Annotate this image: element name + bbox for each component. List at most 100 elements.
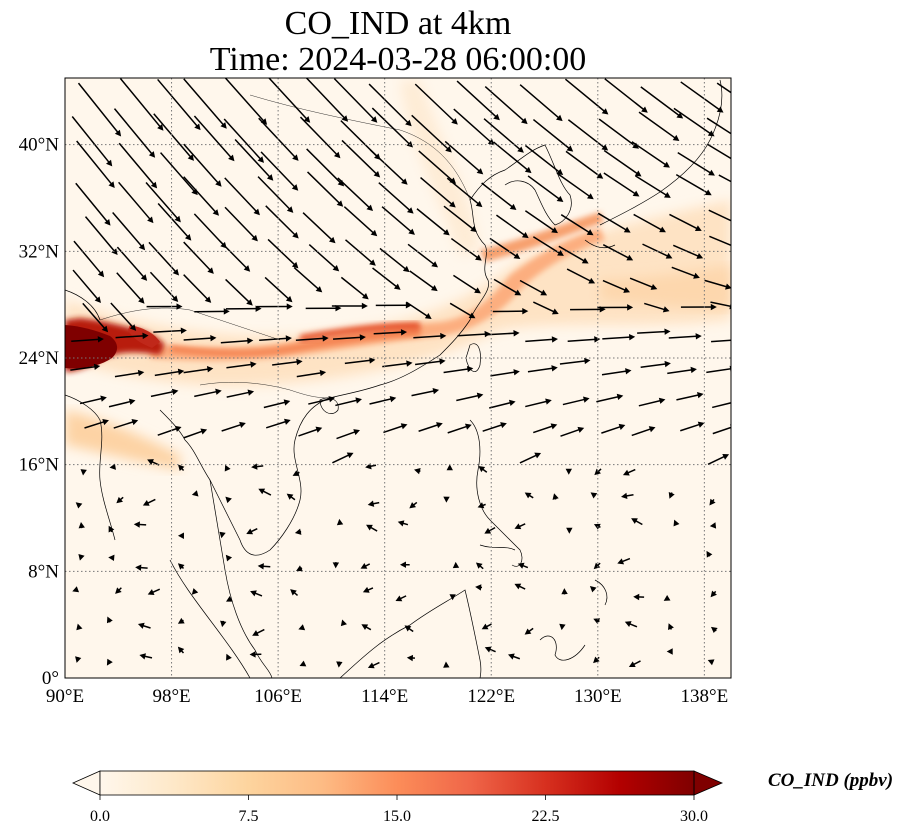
wind-arrow-head <box>367 500 375 507</box>
wind-arrow-shaft <box>716 82 731 94</box>
wind-arrow-head <box>285 335 292 342</box>
wind-arrow-shaft <box>157 203 190 239</box>
wind-arrow-head <box>709 498 716 506</box>
wind-arrow-shaft <box>150 390 176 398</box>
wind-arrow-head <box>393 283 401 290</box>
latitude-axis: 0° 8°N 16°N 24°N 32°N 40°N <box>19 135 60 689</box>
wind-arrow-head <box>517 562 525 569</box>
wind-arrow-shaft <box>631 141 668 167</box>
wind-arrow-shaft <box>598 118 637 148</box>
wind-arrow-head <box>709 522 717 529</box>
wind-arrow-shaft <box>566 268 593 283</box>
wind-arrow-head <box>225 595 233 602</box>
wind-arrow-shaft <box>183 176 218 214</box>
wind-arrow-shaft <box>443 205 475 231</box>
wind-arrow-shaft <box>157 427 179 436</box>
wind-arrow-head <box>400 329 408 336</box>
wind-arrow-head <box>739 161 746 167</box>
wind-arrow-shaft <box>337 177 371 210</box>
wind-arrow-head <box>291 184 299 191</box>
wind-arrow-shaft <box>638 399 663 407</box>
wind-arrow-head <box>583 396 590 403</box>
wind-arrow-shaft <box>193 115 233 160</box>
wind-arrow-head <box>588 277 596 284</box>
wind-arrow-shaft <box>225 278 251 304</box>
wind-arrow-head <box>628 333 636 341</box>
wind-arrow-head <box>584 357 591 365</box>
wind-arrow-shaft <box>183 241 212 272</box>
gridlines <box>65 78 731 678</box>
wind-arrow-head <box>246 299 253 306</box>
colorbar-gradient <box>100 771 694 795</box>
wind-arrow-head <box>540 289 548 296</box>
wind-arrow-head <box>138 297 145 304</box>
wind-arrow-shaft <box>224 78 266 123</box>
wind-arrow-shaft <box>112 211 144 248</box>
wind-arrow-head <box>693 272 700 279</box>
wind-arrow-head <box>710 590 717 598</box>
wind-arrow-head <box>220 241 227 249</box>
wind-arrow-shaft <box>532 118 571 150</box>
wind-arrow-head <box>206 366 214 373</box>
wind-arrow-head <box>72 586 80 593</box>
wind-arrow-shaft <box>157 78 199 128</box>
wind-arrow-shaft <box>489 237 518 258</box>
wind-arrow-shaft <box>116 246 146 279</box>
wind-arrow-shaft <box>307 171 342 205</box>
wind-arrow-head <box>75 502 83 509</box>
wind-arrow-head <box>131 419 139 426</box>
wind-arrow-shaft <box>519 453 539 464</box>
wind-arrow-shaft <box>114 371 141 378</box>
wind-arrow-shaft <box>343 206 376 235</box>
wind-arrow-shaft <box>293 267 321 291</box>
wind-arrow-shaft <box>299 116 339 157</box>
wind-arrow-shaft <box>295 337 326 342</box>
wind-arrow-shaft <box>637 330 668 334</box>
wind-arrow-head <box>414 468 421 475</box>
wind-arrow-shaft <box>456 80 498 119</box>
wind-arrow-head <box>625 368 632 375</box>
wind-arrow-shaft <box>418 423 440 432</box>
wind-arrow-head <box>140 274 148 281</box>
wind-arrow-shaft <box>71 116 111 165</box>
wind-arrow-head <box>249 651 256 658</box>
wind-arrow-head <box>100 395 107 402</box>
wind-arrow-head <box>148 151 156 158</box>
colorbar-under-extend <box>72 770 101 796</box>
wind-arrow-shaft <box>332 453 351 464</box>
map-area <box>65 78 746 678</box>
wind-arrow-shaft <box>560 428 582 437</box>
wind-arrow-head <box>225 554 233 562</box>
wind-arrow-head <box>223 308 230 315</box>
wind-arrow-shaft <box>709 235 731 247</box>
wind-arrow-shaft <box>145 182 180 221</box>
wind-arrow-head <box>493 113 500 121</box>
wind-arrow-head <box>478 465 486 473</box>
wind-arrow-shaft <box>371 107 411 146</box>
wind-arrow-head <box>626 254 634 261</box>
wind-arrow-shaft <box>118 181 152 221</box>
wind-arrow-head <box>577 426 585 433</box>
wind-arrow-head <box>430 284 438 292</box>
wind-arrow-head <box>215 180 222 187</box>
wind-arrow-shaft <box>84 216 116 253</box>
wind-arrow-shaft <box>268 78 309 121</box>
wind-arrow-head <box>191 188 198 196</box>
wind-arrow-head <box>551 227 558 234</box>
wind-arrow-head <box>252 630 259 636</box>
wind-arrow-head <box>673 519 680 527</box>
wind-arrow-head <box>449 177 457 184</box>
wind-arrow-head <box>690 366 697 374</box>
wind-arrow-head <box>257 156 265 163</box>
wind-arrow-head <box>697 392 704 399</box>
wind-arrow-shaft <box>110 302 135 329</box>
wind-arrow-shaft <box>341 139 379 176</box>
wind-arrow-head <box>466 365 474 373</box>
wind-arrow-shaft <box>183 143 220 185</box>
wind-arrow-shaft <box>489 401 513 409</box>
lon-tick-label: 138°E <box>681 686 729 707</box>
wind-arrow-head <box>200 428 208 435</box>
wind-arrow-head <box>632 142 639 149</box>
wind-arrow-head <box>556 195 564 203</box>
wind-arrow-shaft <box>108 400 133 408</box>
